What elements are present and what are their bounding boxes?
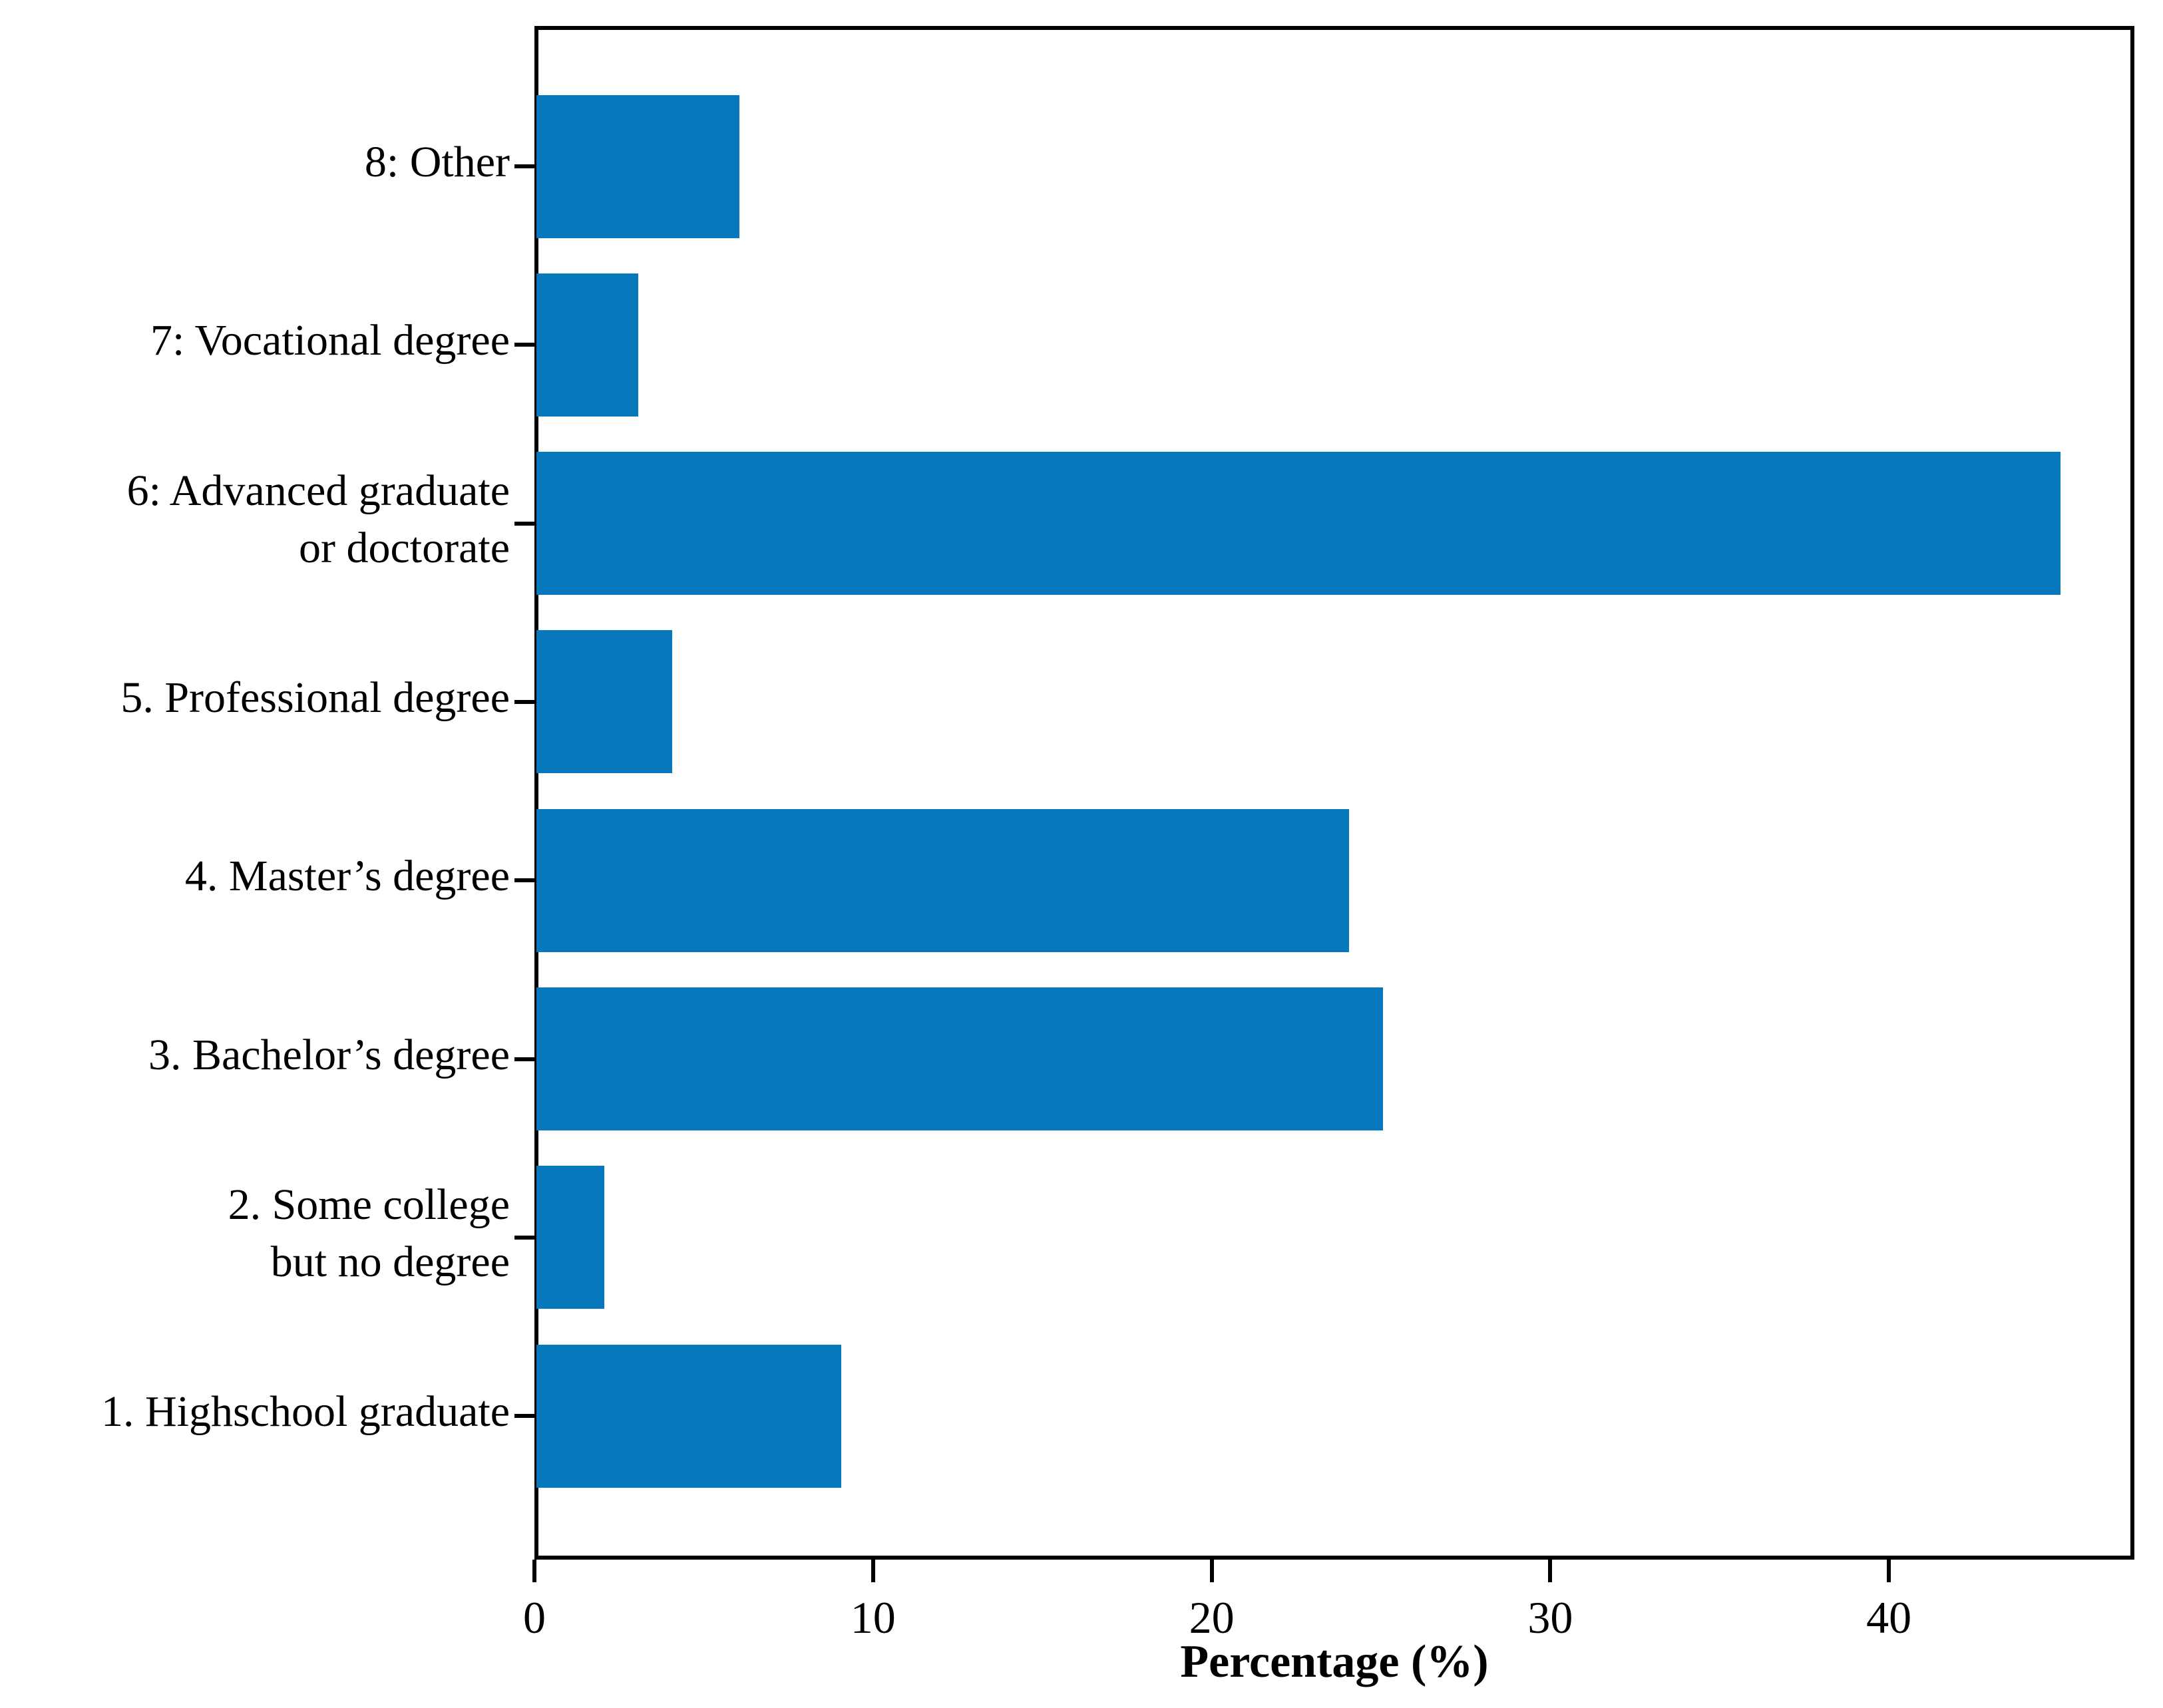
y-tick-label: 5. Professional degree	[120, 673, 510, 722]
y-tick	[514, 1235, 534, 1240]
x-tick-label: 0	[523, 1592, 546, 1643]
x-tick	[871, 1560, 875, 1582]
bar	[536, 1344, 841, 1488]
y-tick-label: 7: Vocational degree	[150, 316, 510, 365]
bar	[536, 273, 638, 417]
y-tick	[514, 878, 534, 883]
x-tick	[1548, 1560, 1553, 1582]
x-tick-label: 40	[1866, 1592, 1912, 1643]
y-tick-label: 2. Some college but no degree	[228, 1180, 510, 1286]
x-tick	[1887, 1560, 1891, 1582]
bar	[536, 808, 1350, 952]
y-tick-label: 4. Master’s degree	[184, 852, 510, 901]
bar	[536, 987, 1383, 1130]
y-tick-label: 1. Highschool graduate	[100, 1387, 510, 1437]
x-axis-title: Percentage (%)	[1180, 1636, 1489, 1687]
y-tick	[514, 1057, 534, 1061]
y-tick	[514, 1414, 534, 1419]
bar	[536, 94, 740, 238]
x-tick	[532, 1560, 536, 1582]
plot-area	[534, 26, 2134, 1560]
y-tick	[514, 343, 534, 347]
bar	[536, 1166, 604, 1309]
y-tick-label: 6: Advanced graduate or doctorate	[126, 466, 510, 572]
x-tick-label: 30	[1527, 1592, 1573, 1643]
x-tick	[1209, 1560, 1214, 1582]
x-tick-label: 10	[850, 1592, 896, 1643]
bar	[536, 452, 2061, 596]
y-tick	[514, 699, 534, 704]
y-tick	[514, 164, 534, 168]
y-tick-label: 3. Bachelor’s degree	[148, 1030, 510, 1079]
y-tick	[514, 521, 534, 526]
x-tick-label: 20	[1189, 1592, 1235, 1643]
bar	[536, 630, 672, 774]
y-tick-label: 8: Other	[364, 138, 510, 186]
